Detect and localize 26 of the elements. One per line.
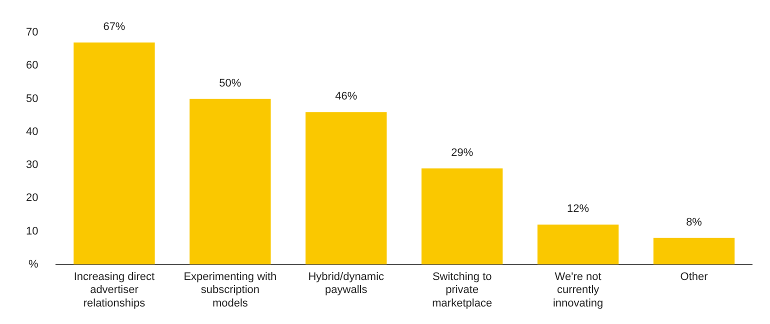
bar — [74, 42, 155, 264]
bar — [653, 238, 735, 264]
y-tick-label: % — [28, 258, 38, 270]
data-label: 12% — [567, 203, 590, 216]
x-tick-label: Experimenting with subscription models — [184, 271, 277, 310]
y-tick-label: 40 — [26, 126, 38, 138]
bar — [422, 168, 503, 264]
data-label: 67% — [103, 21, 126, 34]
y-tick-label: 20 — [26, 192, 38, 204]
data-label: 29% — [451, 146, 474, 159]
x-tick-label: Increasing direct advertiser relationships — [74, 271, 155, 310]
x-tick-label: We're not currently innovating — [552, 271, 604, 310]
x-tick-label: Hybrid/dynamic paywalls — [308, 271, 385, 296]
bar — [306, 112, 387, 264]
y-tick-label: 60 — [26, 60, 38, 72]
y-tick-label: 30 — [26, 159, 38, 172]
data-label: 50% — [219, 77, 242, 90]
y-tick-label: 70 — [26, 26, 38, 39]
data-label: 46% — [335, 90, 358, 103]
y-tick-label: 50 — [26, 92, 38, 105]
data-label: 8% — [686, 216, 702, 228]
bar — [537, 224, 619, 264]
bar — [190, 98, 271, 264]
y-tick-label: 10 — [26, 225, 38, 238]
x-tick-label: Other — [680, 271, 708, 284]
x-tick-label: Switching to private marketplace — [432, 271, 492, 310]
